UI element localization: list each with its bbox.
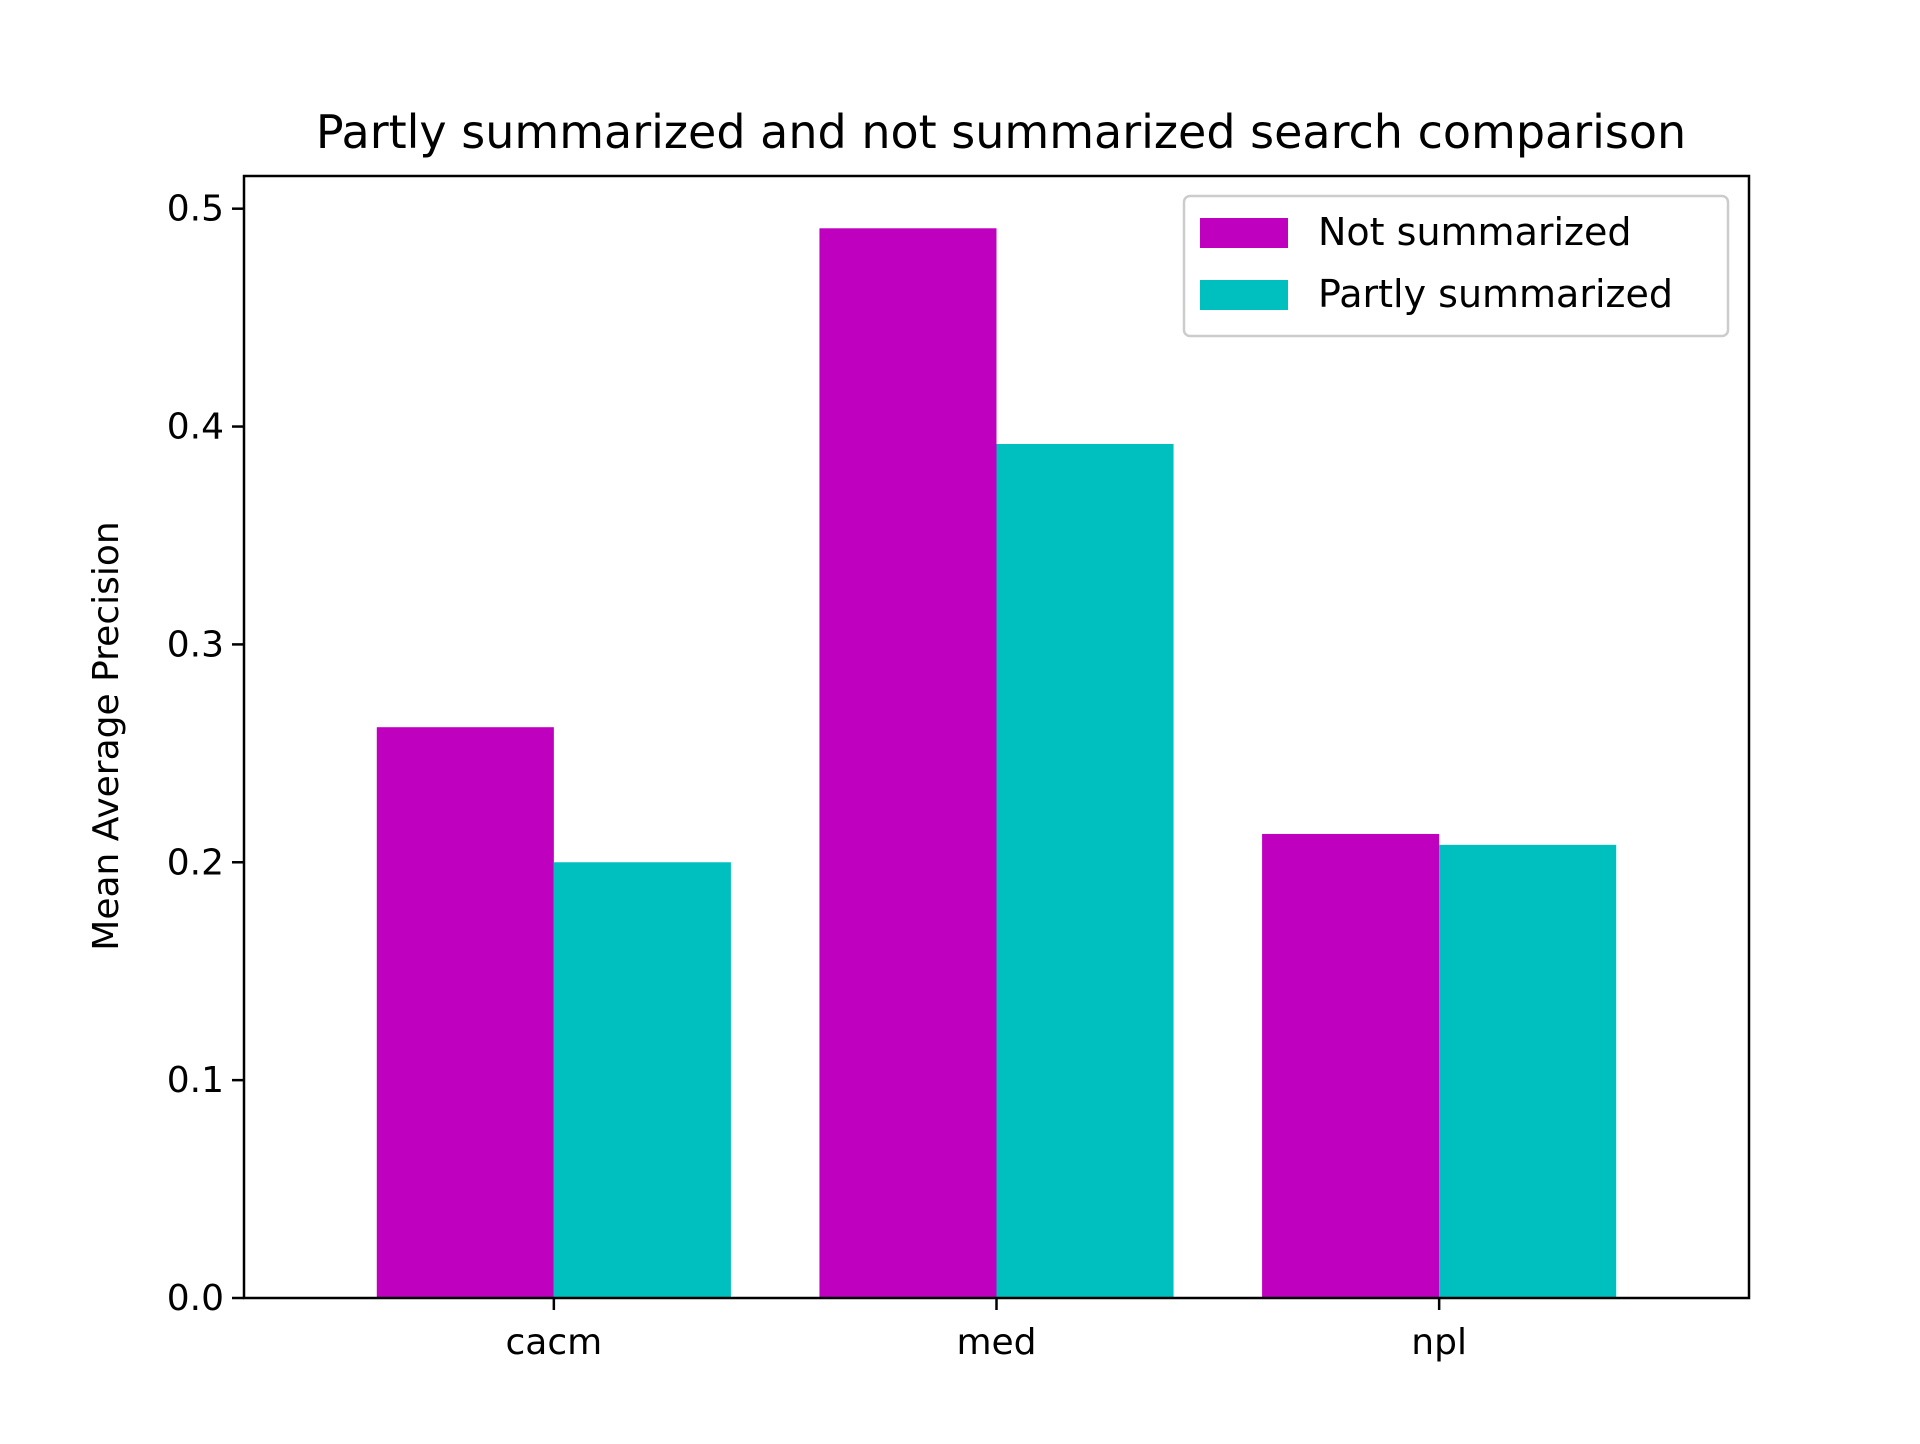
y-tick-label: 0.4 bbox=[167, 407, 224, 448]
bar-med-series-2 bbox=[996, 443, 1174, 1299]
y-tick-label: 0.0 bbox=[167, 1278, 224, 1319]
y-tick-label: 0.5 bbox=[167, 189, 224, 230]
legend: Not summarized Partly summarized bbox=[1182, 194, 1730, 338]
y-tick-label: 0.3 bbox=[167, 624, 224, 665]
x-tick-label-npl: npl bbox=[1411, 1322, 1467, 1363]
legend-box bbox=[1182, 194, 1730, 338]
plot-frame bbox=[242, 174, 1751, 1300]
chart-title: Partly summarized and not summarized sea… bbox=[316, 105, 1686, 159]
ticks-layer: 0.0 0.1 0.2 0.3 0.4 0.5 cacm med npl bbox=[167, 189, 1467, 1363]
legend-label-2: Partly summarized bbox=[1318, 272, 1673, 316]
y-axis-label: Mean Average Precision bbox=[86, 521, 127, 950]
x-tick-label-med: med bbox=[956, 1322, 1036, 1363]
bar-cacm-series-2 bbox=[553, 862, 731, 1298]
bar-npl-series-1 bbox=[1262, 833, 1440, 1298]
y-tick-label: 0.2 bbox=[167, 842, 224, 883]
bar-cacm-series-1 bbox=[376, 727, 554, 1298]
bars-layer bbox=[376, 228, 1617, 1299]
bar-med-series-1 bbox=[819, 228, 997, 1298]
legend-swatch-1 bbox=[1200, 218, 1288, 248]
legend-label-1: Not summarized bbox=[1318, 210, 1631, 254]
x-tick-label-cacm: cacm bbox=[505, 1322, 602, 1363]
legend-swatch-2 bbox=[1200, 280, 1288, 310]
y-tick-label: 0.1 bbox=[167, 1060, 224, 1101]
bar-npl-series-2 bbox=[1439, 844, 1617, 1298]
